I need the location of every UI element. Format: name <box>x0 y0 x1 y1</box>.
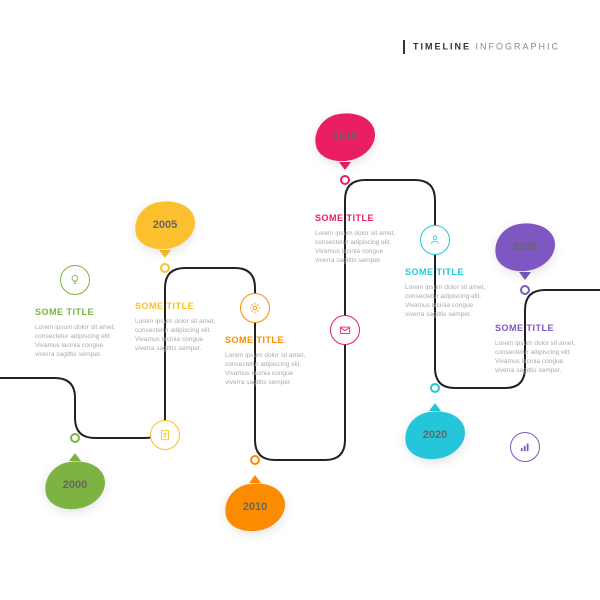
gear-icon <box>240 293 270 323</box>
timeline-node <box>340 175 350 185</box>
item-body: Lorem ipsum dolor sit amet, consectetur … <box>405 284 485 318</box>
timeline-node <box>520 285 530 295</box>
item-title: SOME TITLE <box>135 300 220 313</box>
content-block: SOME TITLE Lorem ipsum dolor sit amet, c… <box>135 300 220 353</box>
year-badge: 2020 <box>407 413 463 457</box>
item-title: SOME TITLE <box>495 322 580 335</box>
year-badge: 2005 <box>137 203 193 247</box>
item-title: SOME TITLE <box>225 334 310 347</box>
pointer-icon <box>249 475 261 483</box>
bulb-icon <box>60 265 90 295</box>
timeline-node <box>70 433 80 443</box>
mail-icon <box>330 315 360 345</box>
pointer-icon <box>69 453 81 461</box>
content-block: SOME TITLE Lorem ipsum dolor sit amet, c… <box>495 322 580 375</box>
item-body: Lorem ipsum dolor sit amet, consectetur … <box>225 352 305 386</box>
timeline-node <box>160 263 170 273</box>
user-icon <box>420 225 450 255</box>
bars-icon <box>510 432 540 462</box>
year-badge: 2000 <box>47 463 103 507</box>
item-body: Lorem ipsum dolor sit amet, consectetur … <box>315 230 395 264</box>
item-body: Lorem ipsum dolor sit amet, consectetur … <box>35 324 115 358</box>
item-title: SOME TITLE <box>405 266 490 279</box>
doc-icon <box>150 420 180 450</box>
timeline-node <box>430 383 440 393</box>
pointer-icon <box>519 272 531 280</box>
year-badge: 2015 <box>317 115 373 159</box>
item-title: SOME TITLE <box>315 212 400 225</box>
item-body: Lorem ipsum dolor sit amet, consectetur … <box>495 340 575 374</box>
content-block: SOME TITLE Lorem ipsum dolor sit amet, c… <box>315 212 400 265</box>
content-block: SOME TITLE Lorem ipsum dolor sit amet, c… <box>225 334 310 387</box>
pointer-icon <box>159 250 171 258</box>
year-badge: 2010 <box>227 485 283 529</box>
item-body: Lorem ipsum dolor sit amet, consectetur … <box>135 318 215 352</box>
timeline-path <box>0 0 600 600</box>
pointer-icon <box>429 403 441 411</box>
item-title: SOME TITLE <box>35 306 120 319</box>
year-badge: 2025 <box>497 225 553 269</box>
timeline-node <box>250 455 260 465</box>
pointer-icon <box>339 162 351 170</box>
content-block: SOME TITLE Lorem ipsum dolor sit amet, c… <box>35 306 120 359</box>
content-block: SOME TITLE Lorem ipsum dolor sit amet, c… <box>405 266 490 319</box>
